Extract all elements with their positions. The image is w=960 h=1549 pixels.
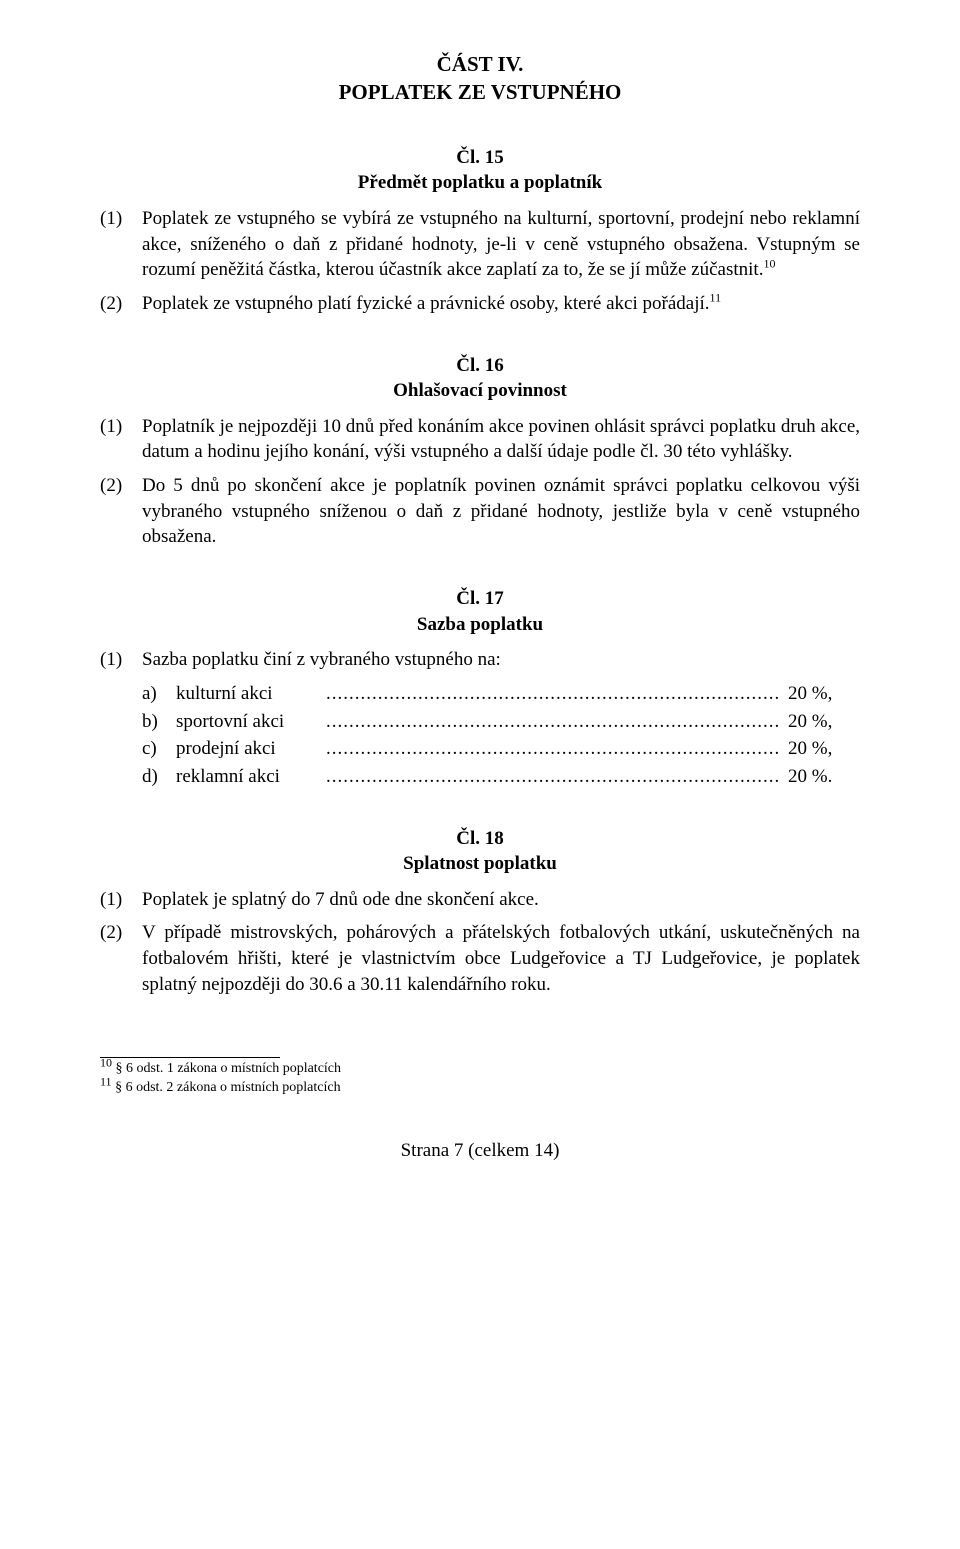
list-letter: b)	[142, 709, 176, 735]
part-title: ČÁST IV.	[100, 50, 860, 78]
list-label: reklamní akci	[176, 764, 326, 790]
article-15-para-1: (1) Poplatek ze vstupného se vybírá ze v…	[100, 206, 860, 283]
para-number: (1)	[100, 647, 142, 673]
article-16-title: Ohlašovací povinnost	[100, 378, 860, 404]
para-text: Poplatník je nejpozději 10 dnů před koná…	[142, 414, 860, 465]
list-value: 20 %,	[780, 681, 860, 707]
para-text: Sazba poplatku činí z vybraného vstupnéh…	[142, 647, 860, 673]
superscript-ref: 11	[710, 291, 722, 305]
page-footer: Strana 7 (celkem 14)	[100, 1138, 860, 1164]
article-16-num: Čl. 16	[100, 353, 860, 379]
para-text: V případě mistrovských, pohárových a přá…	[142, 920, 860, 997]
article-17-para-1: (1) Sazba poplatku činí z vybraného vstu…	[100, 647, 860, 673]
footnote-10: 10 § 6 odst. 1 zákona o místních poplatc…	[100, 1060, 860, 1079]
list-label: sportovní akci	[176, 709, 326, 735]
list-label: kulturní akci	[176, 681, 326, 707]
footnote-sup: 11	[100, 1075, 112, 1089]
article-17-num: Čl. 17	[100, 586, 860, 612]
list-item: a) kulturní akci 20 %,	[142, 681, 860, 707]
list-item: c) prodejní akci 20 %,	[142, 736, 860, 762]
article-15-para-2: (2) Poplatek ze vstupného platí fyzické …	[100, 291, 860, 317]
para-number: (2)	[100, 920, 142, 997]
article-16-para-2: (2) Do 5 dnů po skončení akce je poplatn…	[100, 473, 860, 550]
list-dots	[326, 681, 780, 707]
para-number: (2)	[100, 473, 142, 550]
footnote-sup: 10	[100, 1056, 112, 1070]
footnote-11: 11 § 6 odst. 2 zákona o místních poplatc…	[100, 1079, 860, 1098]
article-18-title: Splatnost poplatku	[100, 851, 860, 877]
list-dots	[326, 736, 780, 762]
list-item: d) reklamní akci 20 %.	[142, 764, 860, 790]
list-dots	[326, 709, 780, 735]
para-number: (1)	[100, 206, 142, 283]
list-value: 20 %.	[780, 764, 860, 790]
article-18-para-2: (2) V případě mistrovských, pohárových a…	[100, 920, 860, 997]
list-value: 20 %,	[780, 736, 860, 762]
text-span: Poplatek ze vstupného platí fyzické a pr…	[142, 293, 710, 314]
text-span: Poplatek ze vstupného se vybírá ze vstup…	[142, 208, 860, 280]
para-number: (1)	[100, 414, 142, 465]
footnote-text: § 6 odst. 2 zákona o místních poplatcích	[112, 1080, 341, 1095]
footnote-separator	[100, 1057, 280, 1058]
list-letter: a)	[142, 681, 176, 707]
list-item: b) sportovní akci 20 %,	[142, 709, 860, 735]
article-18-para-1: (1) Poplatek je splatný do 7 dnů ode dne…	[100, 887, 860, 913]
part-subtitle: POPLATEK ZE VSTUPNÉHO	[100, 78, 860, 106]
list-letter: d)	[142, 764, 176, 790]
article-16-para-1: (1) Poplatník je nejpozději 10 dnů před …	[100, 414, 860, 465]
footnote-text: § 6 odst. 1 zákona o místních poplatcích	[112, 1061, 341, 1076]
list-value: 20 %,	[780, 709, 860, 735]
article-17-title: Sazba poplatku	[100, 612, 860, 638]
list-dots	[326, 764, 780, 790]
para-text: Do 5 dnů po skončení akce je poplatník p…	[142, 473, 860, 550]
article-17-list: a) kulturní akci 20 %, b) sportovní akci…	[142, 681, 860, 790]
article-15-num: Čl. 15	[100, 145, 860, 171]
para-text: Poplatek ze vstupného platí fyzické a pr…	[142, 291, 860, 317]
para-text: Poplatek ze vstupného se vybírá ze vstup…	[142, 206, 860, 283]
superscript-ref: 10	[763, 257, 775, 271]
document-page: ČÁST IV. POPLATEK ZE VSTUPNÉHO Čl. 15 Př…	[0, 0, 960, 1194]
list-letter: c)	[142, 736, 176, 762]
para-number: (1)	[100, 887, 142, 913]
list-label: prodejní akci	[176, 736, 326, 762]
article-18-num: Čl. 18	[100, 826, 860, 852]
para-text: Poplatek je splatný do 7 dnů ode dne sko…	[142, 887, 860, 913]
para-number: (2)	[100, 291, 142, 317]
article-15-title: Předmět poplatku a poplatník	[100, 170, 860, 196]
